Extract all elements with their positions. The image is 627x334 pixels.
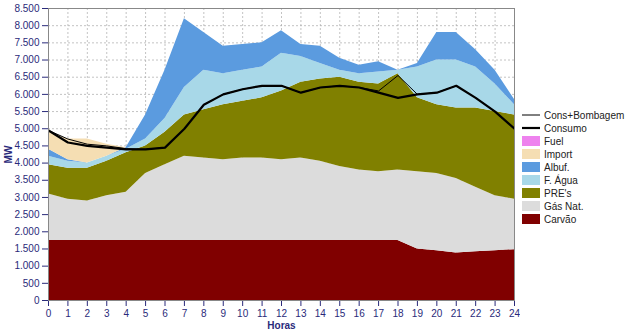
svg-text:1.000: 1.000 xyxy=(14,260,39,271)
html-text:Carvão: Carvão xyxy=(544,213,577,225)
svg-text:11: 11 xyxy=(257,308,268,319)
svg-text:2.000: 2.000 xyxy=(14,226,39,237)
svg-text:5.500: 5.500 xyxy=(14,106,39,117)
svg-text:18: 18 xyxy=(392,308,404,319)
html-text:PRE's: PRE's xyxy=(544,187,572,199)
svg-text:23: 23 xyxy=(490,308,502,319)
svg-text:17: 17 xyxy=(373,308,385,319)
svg-text:9: 9 xyxy=(220,308,226,319)
svg-text:MW: MW xyxy=(3,145,14,163)
svg-text:6.000: 6.000 xyxy=(14,89,39,100)
html-text:Import: Import xyxy=(544,148,573,160)
svg-text:8: 8 xyxy=(201,308,207,319)
svg-text:6: 6 xyxy=(162,308,168,319)
svg-text:21: 21 xyxy=(451,308,463,319)
svg-text:8.500: 8.500 xyxy=(14,3,39,14)
svg-text:7.000: 7.000 xyxy=(14,54,39,65)
svg-text:3.500: 3.500 xyxy=(14,174,39,185)
html-text:Gás Nat.: Gás Nat. xyxy=(544,200,584,212)
svg-text:0: 0 xyxy=(34,295,40,306)
svg-text:0: 0 xyxy=(46,308,52,319)
svg-text:4.500: 4.500 xyxy=(14,140,39,151)
svg-text:12: 12 xyxy=(276,308,288,319)
svg-text:4: 4 xyxy=(123,308,129,319)
svg-text:500: 500 xyxy=(23,278,40,289)
html-text:Albuf.: Albuf. xyxy=(544,161,570,173)
svg-text:14: 14 xyxy=(315,308,327,319)
svg-text:3.000: 3.000 xyxy=(14,192,39,203)
svg-text:15: 15 xyxy=(334,308,346,319)
svg-text:2.500: 2.500 xyxy=(14,209,39,220)
svg-text:1: 1 xyxy=(65,308,71,319)
svg-text:3: 3 xyxy=(104,308,110,319)
svg-text:5.000: 5.000 xyxy=(14,123,39,134)
svg-text:1.500: 1.500 xyxy=(14,243,39,254)
svg-text:22: 22 xyxy=(470,308,482,319)
svg-text:Horas: Horas xyxy=(267,320,296,331)
svg-text:2: 2 xyxy=(85,308,91,319)
svg-text:8.000: 8.000 xyxy=(14,20,39,31)
svg-text:20: 20 xyxy=(431,308,443,319)
svg-text:5: 5 xyxy=(143,308,149,319)
html-text:Fuel: Fuel xyxy=(544,135,564,147)
svg-text:19: 19 xyxy=(412,308,424,319)
svg-text:7.500: 7.500 xyxy=(14,37,39,48)
svg-text:4.000: 4.000 xyxy=(14,157,39,168)
svg-text:10: 10 xyxy=(237,308,249,319)
html-text:F. Água: F. Água xyxy=(544,174,578,186)
html-text:Cons+Bombagem: Cons+Bombagem xyxy=(544,109,625,121)
svg-text:16: 16 xyxy=(354,308,366,319)
svg-text:24: 24 xyxy=(509,308,520,319)
svg-text:6.500: 6.500 xyxy=(14,71,39,82)
html-text:Consumo: Consumo xyxy=(544,122,587,134)
svg-text:13: 13 xyxy=(295,308,307,319)
svg-text:7: 7 xyxy=(182,308,188,319)
